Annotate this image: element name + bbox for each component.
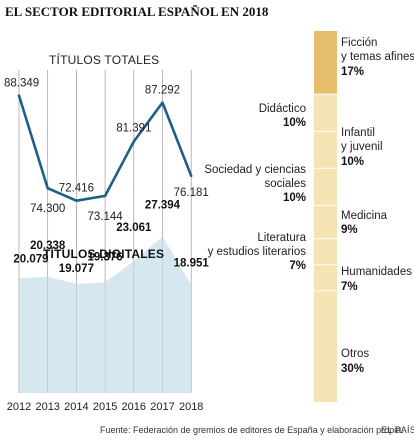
genre-percent: 7% <box>341 281 358 293</box>
genre-percent: 10% <box>283 117 306 129</box>
genre-segment <box>314 238 337 265</box>
genre-label: Didáctico <box>259 103 306 115</box>
genre-percent: 10% <box>341 156 364 168</box>
digital-value-label: 20.079 <box>13 253 48 265</box>
genre-segment <box>314 131 337 169</box>
genre-segment <box>314 31 337 95</box>
x-tick-label: 2016 <box>122 401 146 413</box>
x-tick-label: 2018 <box>179 401 203 413</box>
totals-value-label: 88.349 <box>4 78 39 90</box>
genre-label: Infantil <box>341 127 375 139</box>
genre-segment <box>314 168 337 206</box>
totals-value-label: 87.292 <box>145 85 180 97</box>
totals-value-label: 81.391 <box>116 122 151 134</box>
totals-value-label: 72.416 <box>59 183 94 195</box>
page-title: EL SECTOR EDITORIAL ESPAÑOL EN 2018 <box>5 4 269 19</box>
brand-label: EL PAÍS <box>381 425 414 435</box>
totals-line <box>17 94 193 202</box>
genre-label: y estudios literarios <box>208 246 307 258</box>
x-tick-label: 2013 <box>35 401 59 413</box>
digital-value-label: 18.951 <box>174 258 210 270</box>
genre-label: Medicina <box>341 210 388 222</box>
genre-label: y temas afines <box>341 51 414 63</box>
genre-label: Sociedad y ciencias <box>204 164 306 176</box>
genre-label: Ficción <box>341 37 377 49</box>
x-tick-label: 2015 <box>93 401 117 413</box>
genre-percent: 17% <box>341 66 364 78</box>
genre-percent: 9% <box>341 224 358 236</box>
genre-label: Otros <box>341 348 369 360</box>
genre-label: Humanidades <box>341 266 412 278</box>
totals-value-label: 73.144 <box>88 211 124 223</box>
genre-label: Literatura <box>257 232 306 244</box>
x-tick-label: 2017 <box>150 401 174 413</box>
genre-segment <box>314 264 337 291</box>
genre-label: sociales <box>264 178 306 190</box>
digital-value-label: 19.077 <box>59 263 94 275</box>
totals-chart-title: TÍTULOS TOTALES <box>49 52 159 67</box>
totals-value-label: 74.300 <box>30 203 65 215</box>
digital-chart-title: TÍTULOS DIGITALES <box>43 246 164 261</box>
totals-value-label: 76.181 <box>174 187 209 199</box>
source-note: Fuente: Federación de gremios de editore… <box>100 425 404 435</box>
digital-value-label: 19.376 <box>88 251 123 263</box>
digital-value-label: 23.061 <box>116 222 152 234</box>
genre-segment <box>314 94 337 132</box>
genre-label: y juvenil <box>341 141 383 153</box>
digital-value-label: 27.394 <box>145 199 181 211</box>
genre-percent: 10% <box>283 192 306 204</box>
genre-segment <box>314 205 337 239</box>
genre-segment <box>314 290 337 402</box>
genre-percent: 7% <box>289 260 306 272</box>
genre-bar-panel: Ficción y temas afines 17% Didáctico 10% Infa… <box>204 31 414 402</box>
x-tick-label: 2012 <box>7 401 31 413</box>
digital-value-label: 20.338 <box>30 240 66 252</box>
genre-percent: 30% <box>341 363 364 375</box>
x-tick-label: 2014 <box>64 401 88 413</box>
